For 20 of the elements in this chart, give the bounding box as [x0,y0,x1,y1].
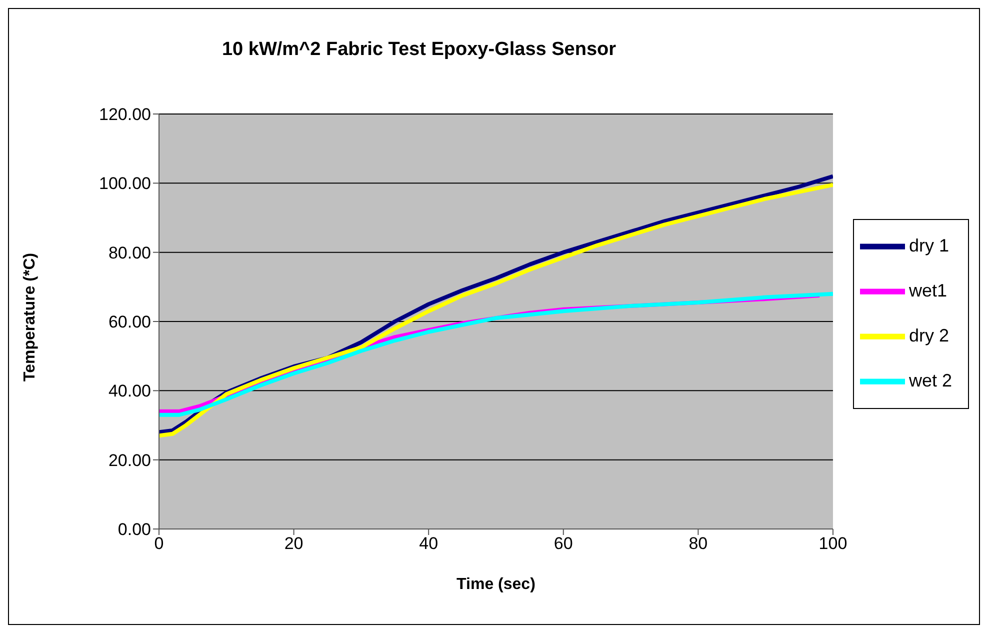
x-tick-label: 100 [818,534,848,554]
x-tick-label: 0 [154,534,164,554]
legend-label: wet 2 [908,370,952,390]
x-tick-label: 80 [688,534,708,554]
y-tick-label: 0.00 [118,520,151,540]
legend-label: wet1 [908,280,947,300]
x-tick-label: 60 [554,534,573,554]
x-tick-label: 40 [419,534,438,554]
y-tick-label: 80.00 [108,243,151,262]
legend-label: dry 1 [908,235,949,256]
y-tick-label: 40.00 [108,382,151,401]
chart-title: 10 kW/m^2 Fabric Test Epoxy-Glass Sensor [220,39,618,61]
x-tick-label: 20 [284,534,304,554]
y-tick-label: 100.00 [99,174,151,194]
y-tick-label: 20.00 [108,450,151,470]
y-tick-label: 60.00 [108,312,151,332]
y-tick-label: 120.00 [99,105,151,124]
y-axis-title: Temperature (*C) [22,252,39,382]
legend-label: dry 2 [908,325,949,346]
x-axis-title: Time (sec) [456,576,536,593]
